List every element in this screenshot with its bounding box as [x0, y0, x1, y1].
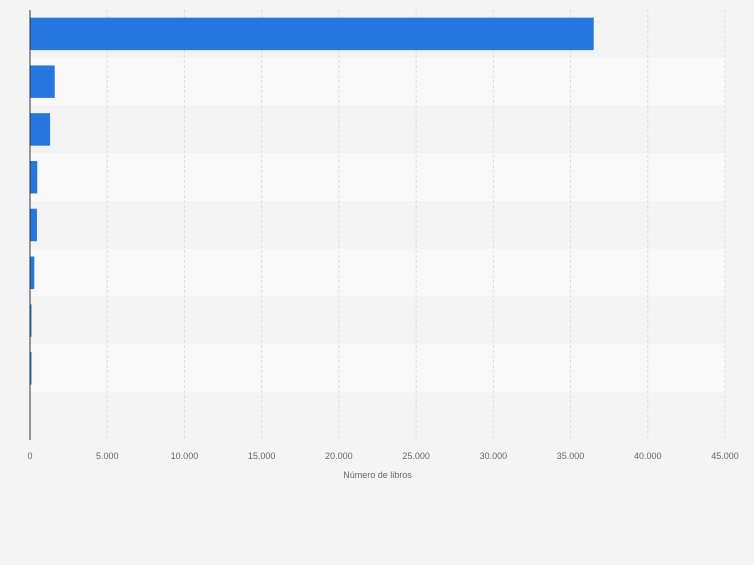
x-tick-label: 35.000	[557, 451, 585, 461]
row-band	[30, 57, 725, 106]
x-axis-ticks: 0 5.000 10.000 15.000 20.000 25.000 30.000 35.0…	[27, 451, 738, 461]
x-tick-label: 30.000	[480, 451, 508, 461]
row-bands	[30, 10, 725, 440]
x-tick-label: 45.000	[711, 451, 739, 461]
x-tick-label: 40.000	[634, 451, 662, 461]
bar[interactable]	[30, 352, 32, 385]
x-axis-label: Número de libros	[343, 470, 412, 480]
x-tick-label: 0	[27, 451, 32, 461]
row-band	[30, 392, 725, 440]
x-tick-label: 15.000	[248, 451, 276, 461]
row-band	[30, 201, 725, 249]
gridlines	[106, 10, 726, 440]
x-tick-label: 20.000	[325, 451, 353, 461]
bar[interactable]	[30, 208, 37, 242]
bar[interactable]	[30, 113, 51, 146]
row-band	[30, 153, 725, 202]
x-tick-label: 25.000	[402, 451, 430, 461]
bar[interactable]	[30, 304, 32, 337]
bar[interactable]	[30, 65, 55, 98]
row-band	[30, 248, 725, 297]
x-tick-label: 10.000	[171, 451, 199, 461]
bar[interactable]	[30, 160, 38, 194]
row-band	[30, 344, 725, 393]
bars	[30, 17, 594, 385]
row-band	[30, 105, 725, 154]
x-tick-label: 5.000	[96, 451, 119, 461]
bar[interactable]	[30, 256, 35, 290]
bar[interactable]	[30, 17, 594, 51]
row-band	[30, 296, 725, 345]
